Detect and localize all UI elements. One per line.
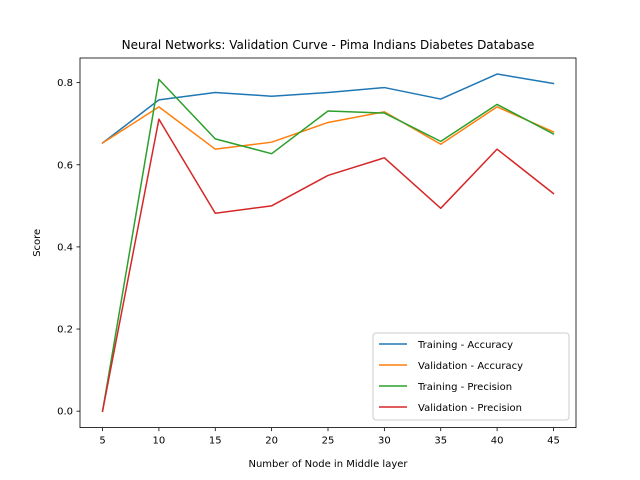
legend-label: Validation - Precision [418, 403, 522, 414]
y-axis-ticks: 0.0 0.2 0.4 0.6 0.8 [57, 78, 80, 418]
x-tick-label: 40 [491, 436, 504, 447]
x-tick-label: 10 [153, 436, 166, 447]
x-tick-label: 35 [434, 436, 447, 447]
legend-box [372, 332, 570, 421]
legend-label: Training - Precision [417, 382, 512, 393]
x-axis-ticks: 5 10 15 20 25 30 35 40 45 [99, 427, 560, 447]
x-tick-label: 30 [378, 436, 391, 447]
x-tick-label: 20 [265, 436, 278, 447]
y-tick-label: 0.0 [57, 407, 73, 418]
y-tick-label: 0.4 [57, 242, 73, 253]
series-line-3 [101, 78, 555, 413]
y-tick-label: 0.8 [57, 78, 73, 89]
legend-label: Validation - Accuracy [418, 361, 523, 372]
x-axis-label: Number of Node in Middle layer [248, 459, 408, 470]
legend-label: Training - Accuracy [417, 340, 513, 351]
x-tick-label: 25 [322, 436, 335, 447]
series-layer [101, 73, 555, 413]
series-line-1 [101, 73, 555, 145]
series-line-4 [101, 118, 555, 413]
y-tick-label: 0.6 [57, 160, 73, 171]
legend: Training - Accuracy Validation - Accuracy… [372, 332, 570, 421]
y-axis-label: Score [32, 229, 43, 257]
x-tick-label: 5 [99, 436, 105, 447]
y-tick-label: 0.2 [57, 325, 73, 336]
x-tick-label: 15 [209, 436, 222, 447]
x-tick-label: 45 [547, 436, 560, 447]
chart-title: Neural Networks: Validation Curve - Pima… [122, 38, 535, 52]
series-line-2 [101, 106, 555, 150]
